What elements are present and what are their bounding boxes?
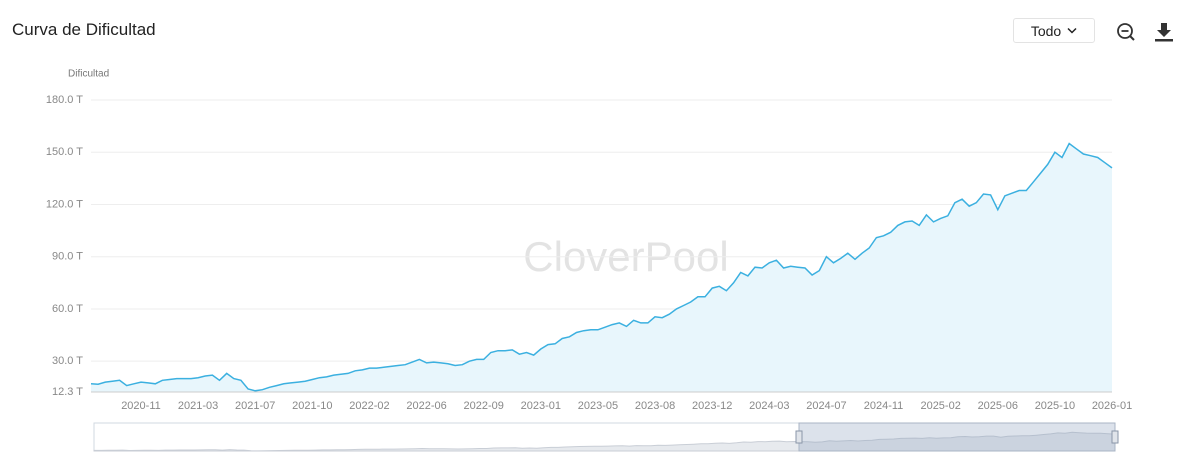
y-axis-label: Dificultad	[68, 69, 109, 80]
x-tick-label: 2023-05	[578, 400, 618, 412]
x-tick-label: 2021-10	[292, 400, 332, 412]
area	[91, 143, 1112, 392]
zoom-slider-area	[93, 431, 1116, 452]
page-title: Curva de Dificultad	[12, 20, 156, 39]
x-tick-label: 2024-03	[749, 400, 789, 412]
x-tick-label: 2026-01	[1092, 400, 1132, 412]
y-tick-label: 60.0 T	[52, 303, 83, 315]
y-tick-label: 180.0 T	[46, 94, 83, 106]
x-tick-label: 2022-02	[349, 400, 389, 412]
x-tick-label: 2023-01	[521, 400, 561, 412]
x-tick-label: 2025-02	[920, 400, 960, 412]
range-label: Todo	[1030, 22, 1062, 39]
zoom-slider-handle[interactable]	[795, 430, 803, 444]
x-tick-label: 2022-09	[464, 400, 504, 412]
y-tick-label: 12.3 T	[52, 386, 83, 398]
zoom-slider-handle[interactable]	[1111, 430, 1119, 444]
x-tick-label: 2021-03	[178, 400, 218, 412]
chevron-icon	[1067, 27, 1077, 34]
line	[90, 142, 1113, 392]
y-tick-label: 90.0 T	[52, 251, 83, 263]
x-tick-label: 2024-07	[806, 400, 846, 412]
x-tick-label: 2020-11	[121, 400, 161, 412]
download-icon[interactable]	[1153, 21, 1175, 43]
x-tick-label: 2025-06	[978, 400, 1018, 412]
zoom-out-icon[interactable]	[1115, 21, 1137, 43]
y-tick-label: 120.0 T	[46, 198, 83, 210]
x-tick-label: 2021-07	[235, 400, 275, 412]
zoom-slider-window[interactable]	[798, 422, 1116, 452]
x-tick-label: 2024-11	[864, 400, 904, 412]
x-tick-label: 2023-08	[635, 400, 675, 412]
range-dropdown[interactable]: Todo	[1013, 18, 1095, 43]
x-tick-label: 2023-12	[692, 400, 732, 412]
x-tick-label: 2022-06	[406, 400, 446, 412]
x-tick-label: 2025-10	[1035, 400, 1075, 412]
y-tick-label: 30.0 T	[52, 355, 83, 367]
y-tick-label: 150.0 T	[46, 146, 83, 158]
